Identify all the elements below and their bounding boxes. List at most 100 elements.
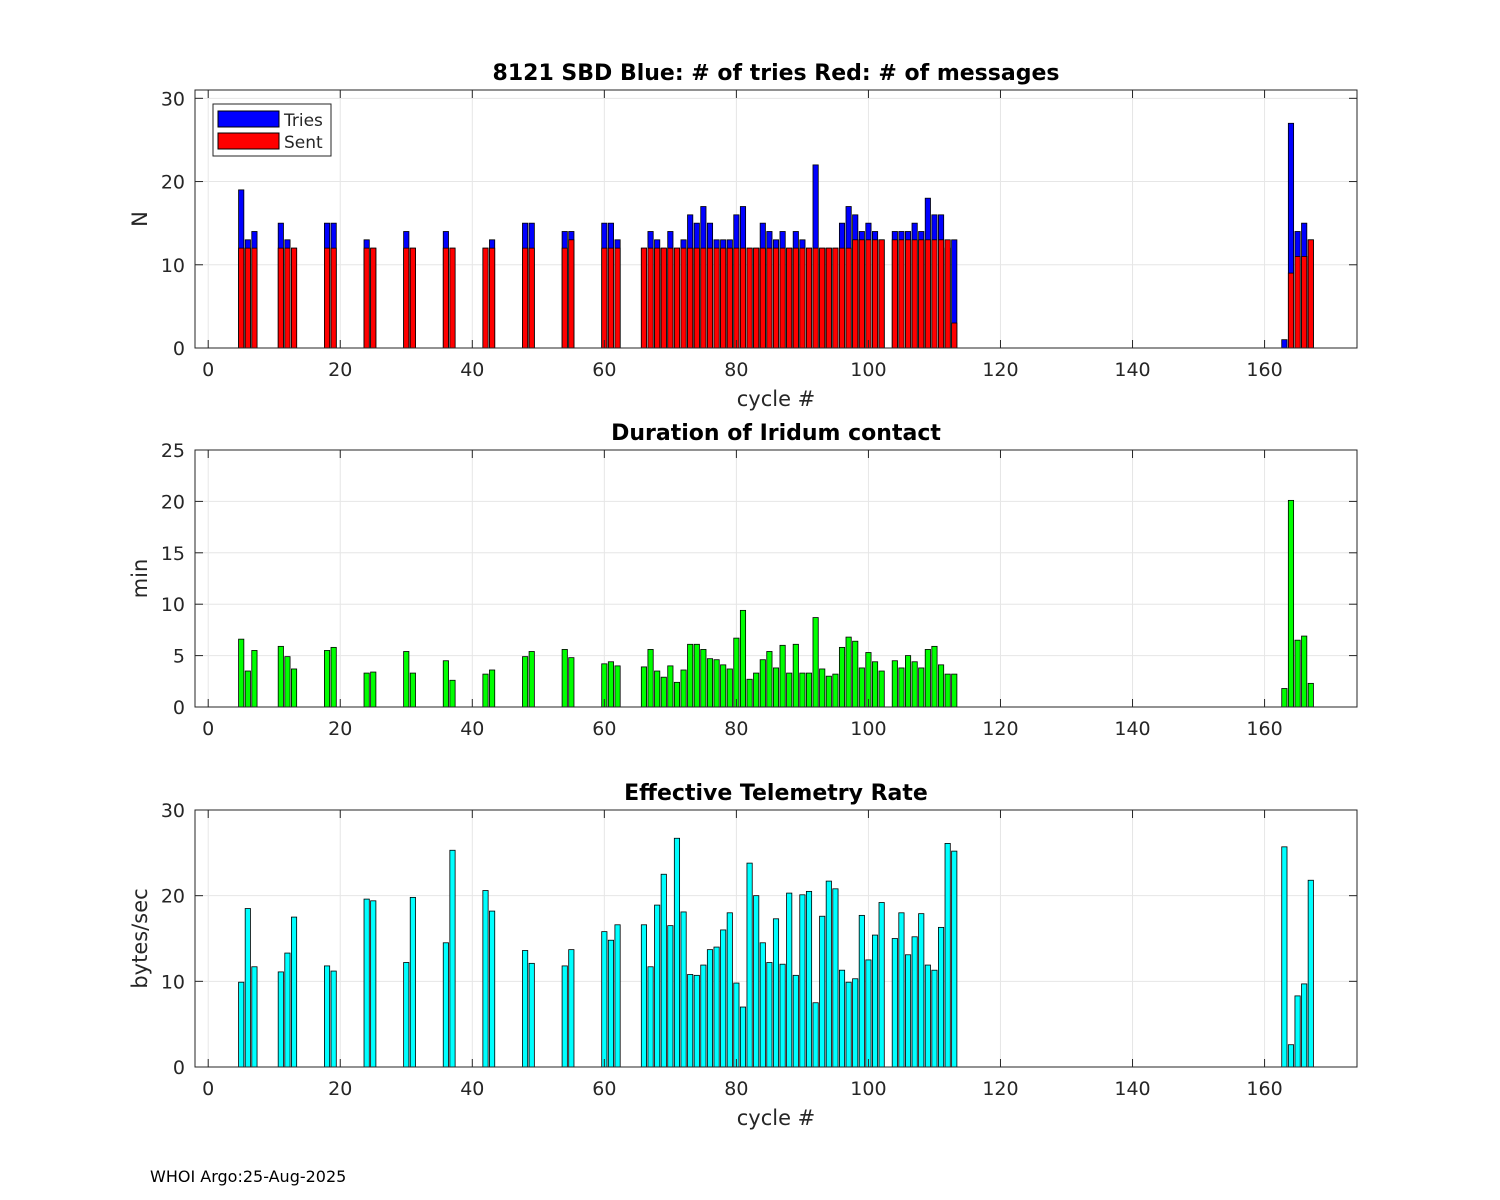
panel-duration: 0 20 40 60 80 100 120 140 160 0 5 10 15 20 25 Duration… bbox=[128, 421, 1358, 740]
bar bbox=[673, 681, 681, 708]
bar-tries bbox=[1281, 339, 1288, 349]
bar bbox=[891, 660, 898, 708]
bar-sent bbox=[489, 247, 496, 349]
bar bbox=[905, 655, 912, 708]
bar bbox=[772, 667, 780, 708]
x-tick-label: 20 bbox=[328, 718, 352, 740]
bar-sent bbox=[1307, 239, 1314, 349]
x-tick-label: 160 bbox=[1246, 1078, 1282, 1100]
x-tick-label: 120 bbox=[982, 359, 1018, 381]
bar bbox=[706, 949, 714, 1068]
x-tick-label: 120 bbox=[982, 718, 1018, 740]
y-tick-label: 30 bbox=[161, 800, 185, 822]
bar bbox=[1287, 1044, 1295, 1068]
bar bbox=[911, 661, 918, 708]
bar bbox=[858, 914, 865, 1068]
y-tick-label: 10 bbox=[161, 594, 185, 616]
bar bbox=[746, 862, 753, 1068]
bar bbox=[898, 667, 905, 708]
bar bbox=[938, 926, 945, 1068]
bar bbox=[898, 912, 905, 1068]
bar-sent bbox=[1287, 272, 1295, 349]
bar bbox=[700, 964, 707, 1068]
bar bbox=[607, 661, 614, 708]
bar bbox=[720, 929, 727, 1068]
bar bbox=[779, 963, 786, 1068]
bar bbox=[561, 965, 568, 1068]
bar bbox=[812, 617, 819, 708]
bar bbox=[607, 939, 614, 1068]
x-tick-label: 140 bbox=[1114, 718, 1150, 740]
bar bbox=[739, 1006, 747, 1068]
bar bbox=[601, 931, 608, 1068]
bar-sent bbox=[363, 247, 370, 349]
bar bbox=[786, 892, 793, 1068]
bar-sent bbox=[370, 247, 377, 349]
x-tick-label: 160 bbox=[1246, 359, 1282, 381]
bar bbox=[277, 645, 284, 708]
bar-sent bbox=[324, 247, 331, 349]
bar bbox=[845, 636, 852, 708]
bar bbox=[277, 971, 284, 1068]
bar-sent bbox=[607, 247, 614, 349]
bar bbox=[944, 673, 951, 708]
chart-title-sbd: 8121 SBD Blue: # of tries Red: # of mess… bbox=[493, 61, 1060, 86]
bar bbox=[409, 672, 416, 708]
bar-sent bbox=[733, 247, 740, 349]
bar bbox=[693, 974, 700, 1068]
bar-sent bbox=[700, 247, 707, 349]
legend-label-sent: Sent bbox=[284, 133, 323, 153]
x-tick-label: 60 bbox=[592, 1078, 616, 1100]
bar bbox=[330, 646, 337, 708]
bar-sent bbox=[753, 247, 760, 349]
y-tick-label: 0 bbox=[173, 697, 185, 719]
bar bbox=[251, 650, 258, 708]
bar-sent bbox=[772, 247, 780, 349]
bar-sent bbox=[832, 247, 839, 349]
x-tick-label: 100 bbox=[850, 1078, 886, 1100]
bar-sent bbox=[898, 239, 905, 349]
x-tick-label: 20 bbox=[328, 359, 352, 381]
bar bbox=[1307, 879, 1314, 1068]
bar-sent bbox=[759, 247, 766, 349]
bar-sent bbox=[251, 247, 258, 349]
bar bbox=[865, 959, 872, 1068]
bar-sent bbox=[330, 247, 337, 349]
footer-credit: WHOI Argo:25-Aug-2025 bbox=[150, 1167, 346, 1186]
bar bbox=[568, 657, 575, 708]
bar bbox=[528, 962, 535, 1068]
bar bbox=[673, 837, 681, 1068]
bar bbox=[244, 670, 251, 708]
bar-sent bbox=[640, 247, 647, 349]
bar bbox=[284, 952, 291, 1068]
bar bbox=[918, 913, 925, 1068]
bar-sent bbox=[739, 247, 747, 349]
bar-sent bbox=[911, 239, 918, 349]
bar bbox=[680, 669, 687, 708]
x-tick-label: 80 bbox=[724, 718, 748, 740]
bar-sent bbox=[845, 247, 852, 349]
x-tick-label: 60 bbox=[592, 359, 616, 381]
bar-sent bbox=[654, 247, 661, 349]
bar-sent bbox=[568, 239, 575, 349]
bar-sent bbox=[680, 247, 687, 349]
bar bbox=[1294, 639, 1301, 708]
x-tick-label: 140 bbox=[1114, 359, 1150, 381]
panel-sbd-tries: 0 20 40 60 80 100 120 140 160 0 10 20 30 8121 SBD Bl… bbox=[128, 61, 1358, 411]
bar-sent bbox=[614, 247, 621, 349]
bar bbox=[792, 974, 799, 1068]
bar-sent bbox=[865, 239, 872, 349]
bar bbox=[667, 925, 674, 1068]
bar-sent bbox=[277, 247, 284, 349]
bar bbox=[640, 924, 647, 1068]
bar-sent bbox=[918, 239, 925, 349]
x-axis-label-rate: cycle # bbox=[737, 1106, 816, 1130]
bar bbox=[482, 673, 489, 708]
bar-sent bbox=[878, 239, 885, 349]
bar bbox=[403, 962, 410, 1068]
bar bbox=[561, 649, 568, 708]
x-tick-label: 100 bbox=[850, 718, 886, 740]
bar-sent bbox=[871, 239, 879, 349]
bar bbox=[924, 649, 931, 708]
bar-sent bbox=[720, 247, 727, 349]
